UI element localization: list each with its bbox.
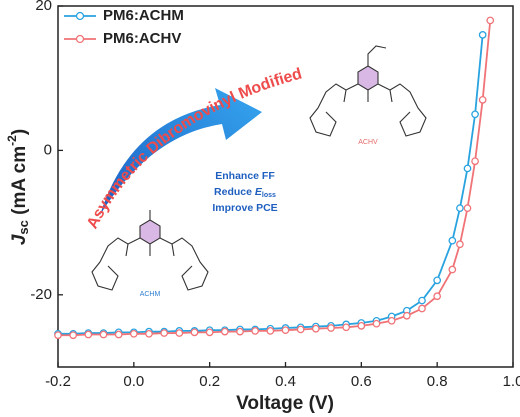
data-point [372, 319, 381, 328]
effect-text: Enhance FF [215, 170, 275, 182]
data-point [175, 329, 184, 337]
data-point [463, 204, 472, 213]
x-tick-label: -0.2 [45, 373, 71, 390]
data-point [418, 304, 426, 313]
data-point [456, 204, 464, 213]
x-tick-label: 0.2 [199, 373, 220, 390]
x-tick-label: 0.4 [275, 373, 296, 390]
x-tick-label: 0.0 [123, 373, 144, 390]
data-point [251, 327, 260, 335]
data-point [236, 327, 244, 336]
legend-label: PM6:ACHM [103, 7, 184, 24]
data-point [99, 330, 108, 339]
data-point [463, 164, 472, 173]
data-point [448, 265, 457, 274]
data-point [486, 16, 495, 25]
data-point [281, 326, 290, 335]
x-axis-label: Voltage (V) [236, 393, 334, 414]
x-tick-label: 0.8 [427, 373, 448, 390]
data-point [327, 324, 335, 332]
effect-text: E [255, 186, 263, 198]
data-point [456, 240, 464, 249]
molecule-right: ACHV [309, 45, 427, 146]
curved-arrow [100, 88, 262, 215]
effects: Enhance FF Reduce Eloss Improve PCE [212, 170, 277, 214]
legend-marker [75, 34, 85, 44]
y-tick-label: -20 [30, 286, 52, 303]
data-point [114, 330, 123, 339]
data-point [296, 325, 305, 334]
data-point [478, 31, 487, 39]
data-point [145, 329, 153, 338]
data-point [220, 327, 229, 336]
effect-text: Reduce [214, 186, 255, 198]
y-axis-label: -2 [5, 135, 19, 146]
data-point [129, 329, 138, 338]
y-tick-label: 0 [44, 141, 52, 158]
data-point [84, 330, 93, 339]
data-point [387, 316, 396, 325]
molecule-label: ACHM [140, 291, 161, 298]
data-point [471, 157, 479, 166]
y-axis-label: J [9, 234, 30, 245]
legend-label: PM6:ACHV [103, 30, 181, 47]
data-point [54, 331, 62, 340]
y-axis-label: ) [9, 129, 30, 135]
y-axis-label: (mA cm [9, 146, 30, 220]
data-point [160, 329, 169, 337]
molecule-label: ACHV [358, 139, 378, 146]
x-tick-label: 1.0 [503, 373, 520, 390]
data-point [448, 236, 457, 245]
data-point [433, 276, 442, 285]
x-tick-label: 0.6 [351, 373, 372, 390]
data-point [433, 292, 442, 301]
data-point [190, 328, 199, 337]
data-point [205, 328, 214, 337]
legend-marker [75, 11, 85, 21]
data-point [311, 324, 320, 333]
effect-text: Reduce Eloss [214, 186, 276, 199]
effect-text: Improve PCE [212, 202, 277, 214]
y-tick-label: 20 [35, 0, 52, 14]
data-point [478, 96, 487, 104]
effect-text: loss [262, 192, 276, 199]
data-point [418, 296, 426, 305]
data-point [342, 323, 351, 332]
data-point [402, 311, 411, 320]
molecule-left: ACHM [91, 210, 209, 298]
data-point [69, 331, 78, 340]
y-axis-label: sc [16, 220, 31, 234]
data-point [266, 327, 275, 335]
data-point [471, 110, 479, 119]
data-point [357, 321, 366, 330]
y-axis-label: Jsc (mA cm-2) [5, 129, 31, 245]
